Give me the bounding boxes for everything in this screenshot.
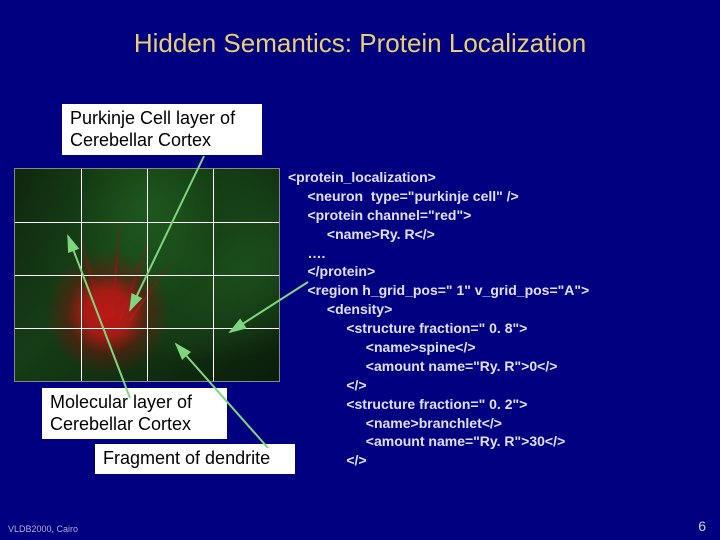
- label-fragment: Fragment of dendrite: [95, 444, 295, 474]
- microscopy-image: [14, 168, 280, 382]
- xml-code-block: <protein_localization> <neuron type="pur…: [288, 168, 708, 470]
- label-purkinje: Purkinje Cell layer of Cerebellar Cortex: [62, 104, 262, 155]
- page-number: 6: [698, 518, 706, 534]
- footer-text: VLDB2000, Cairo: [8, 524, 78, 534]
- label-molecular: Molecular layer of Cerebellar Cortex: [42, 388, 227, 439]
- page-title: Hidden Semantics: Protein Localization: [0, 0, 720, 59]
- neuron-render: [15, 169, 279, 381]
